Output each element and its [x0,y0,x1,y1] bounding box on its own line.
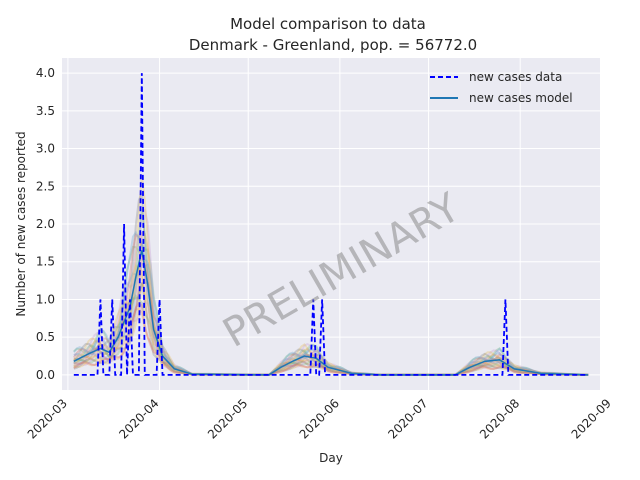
y-tick-label: 3.0 [36,142,55,156]
x-tick-label: 2020-08 [477,396,522,441]
y-tick-label: 0.0 [36,368,55,382]
series-layer [73,73,589,376]
y-tick-label: 0.5 [36,330,55,344]
y-tick-label: 3.5 [36,104,55,118]
y-axis-label: Number of new cases reported [14,131,28,316]
y-tick-label: 4.0 [36,66,55,80]
y-tick-label: 2.0 [36,217,55,231]
x-tick-label: 2020-09 [569,396,614,441]
x-tick-label: 2020-05 [205,396,250,441]
model-realization-line [73,282,589,376]
x-tick-label: 2020-06 [297,396,342,441]
y-tick-label: 1.5 [36,255,55,269]
grid [62,58,613,390]
model-realization-line [73,294,589,376]
chart-subtitle: Denmark - Greenland, pop. = 56772.0 [189,36,477,54]
y-axis-ticks: 0.0 0.5 1.0 1.5 2.0 2.5 3.0 3.5 4.0 [36,66,55,382]
model-realization-line [73,282,589,376]
legend-label-model: new cases model [469,91,573,105]
x-axis-ticks: 2020-03 2020-04 2020-05 2020-06 2020-07 2020-… [25,396,614,441]
x-tick-label: 2020-04 [116,396,161,441]
x-tick-label: 2020-07 [385,396,430,441]
x-tick-label: 2020-03 [25,396,70,441]
legend-label-data: new cases data [469,70,562,84]
chart-title: Model comparison to data [230,15,426,33]
series-line-model [73,250,589,376]
y-tick-label: 2.5 [36,179,55,193]
legend: new cases data new cases model [430,70,573,105]
model-realization-line [73,241,589,376]
x-axis-label: Day [319,451,343,465]
series-line-data [73,73,589,376]
y-tick-label: 1.0 [36,292,55,306]
